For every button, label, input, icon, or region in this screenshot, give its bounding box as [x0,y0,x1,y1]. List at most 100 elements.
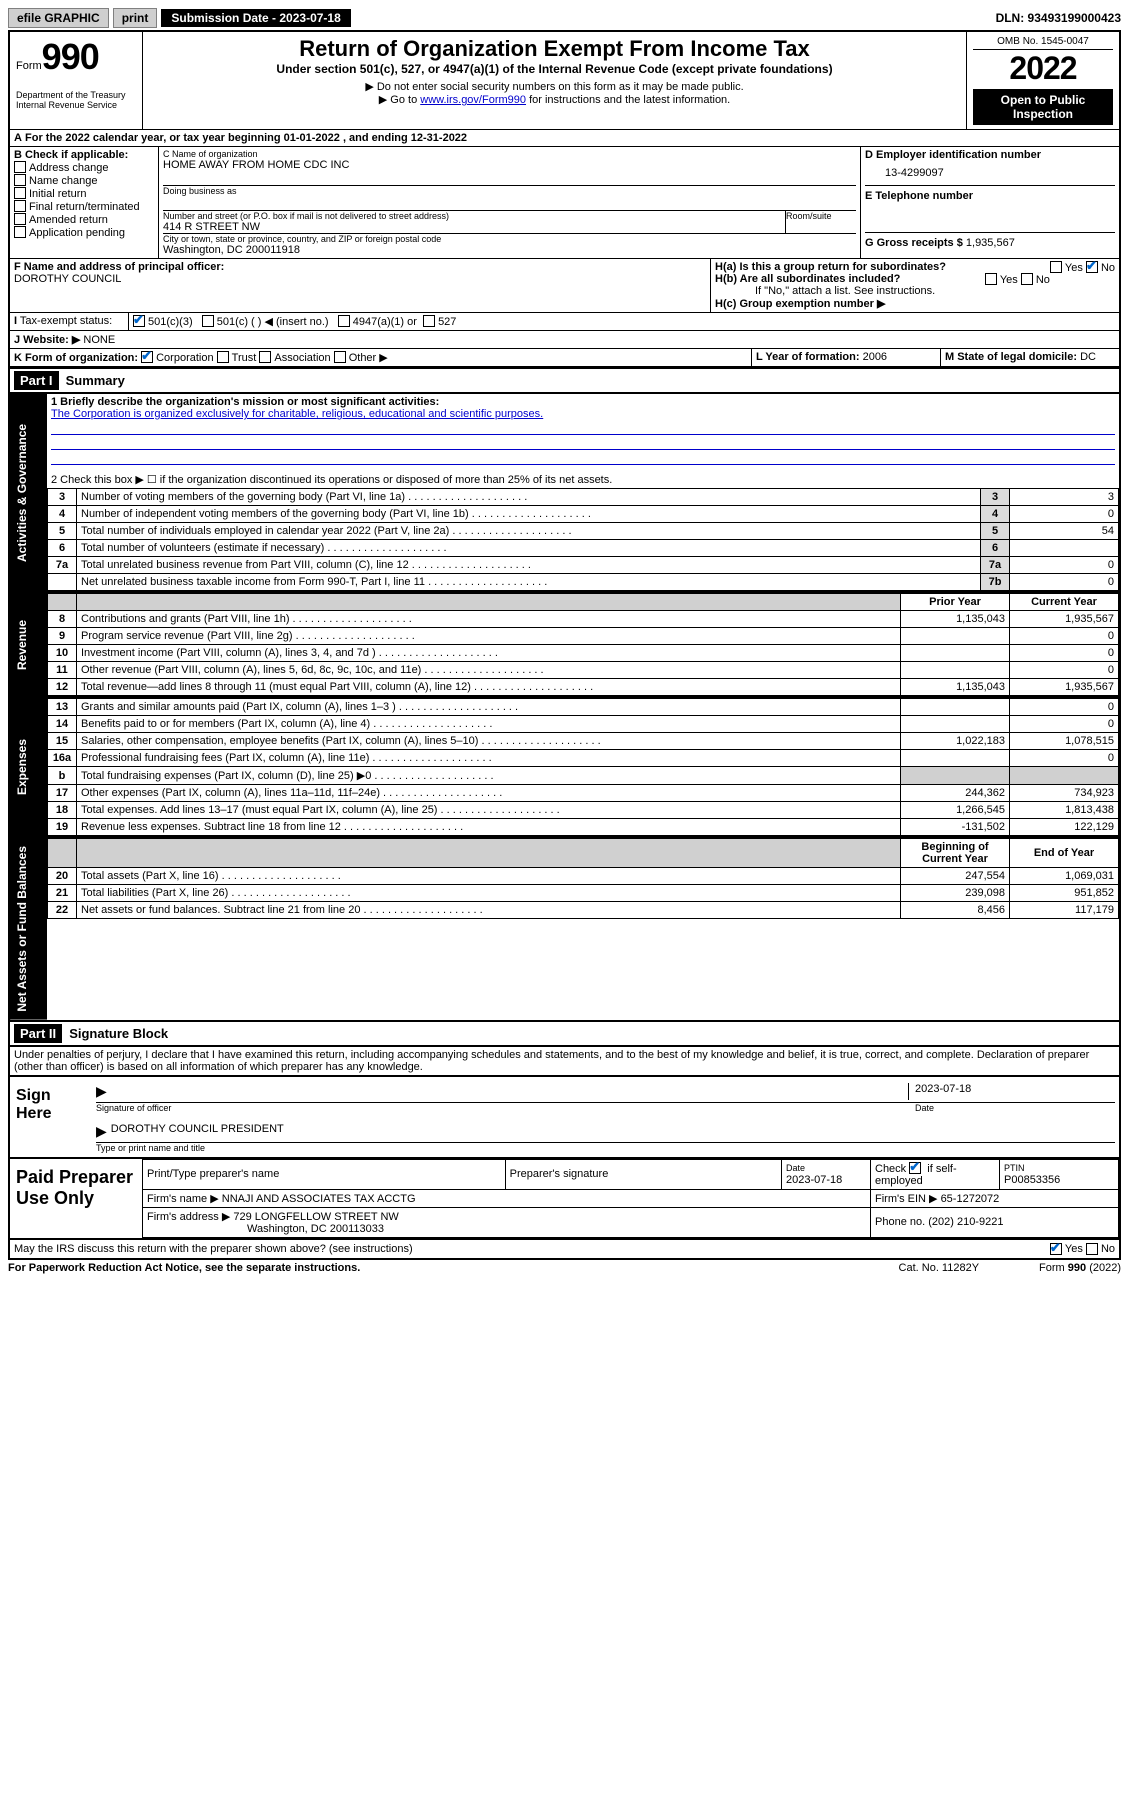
boxb-check[interactable] [14,174,26,186]
dba-label: Doing business as [163,185,856,196]
boxb-check[interactable] [14,200,26,212]
501c-check[interactable] [202,315,214,327]
ha-no[interactable] [1086,261,1098,273]
governance-section: Activities & Governance 1 Briefly descri… [8,394,1121,593]
date-label: Date [915,1103,1115,1113]
ein-value: 13-4299097 [865,161,1115,185]
self-employed: Check if self-employed [871,1159,1000,1189]
note1: ▶ Do not enter social security numbers o… [149,80,960,93]
h-b-note: If "No," attach a list. See instructions… [715,285,1115,297]
gov-vtab: Activities & Governance [10,394,47,591]
print-button[interactable]: print [113,8,158,28]
irs-discuss: May the IRS discuss this return with the… [14,1243,1050,1255]
pdate-l: Date [786,1163,805,1173]
box-h: H(a) Is this a group return for subordin… [711,259,1119,312]
officer-label: F Name and address of principal officer: [14,261,224,273]
h-b: H(b) Are all subordinates included? [715,273,900,285]
501c-other: 501(c) ( ) ◀ (insert no.) [217,316,329,328]
4947: 4947(a)(1) or [353,316,417,328]
k-corp[interactable] [141,351,153,363]
note2a: ▶ Go to [379,94,420,106]
form-number: 990 [42,36,99,77]
irs-link[interactable]: www.irs.gov/Form990 [420,94,526,106]
arrow-icon: ▶ [96,1083,107,1100]
part-i-title: Summary [66,373,125,388]
self-emp-check[interactable] [909,1162,921,1174]
psig: Preparer's signature [505,1159,781,1189]
k-other[interactable] [334,351,346,363]
501c3-check[interactable] [133,315,145,327]
4947-check[interactable] [338,315,350,327]
pra-notice: For Paperwork Reduction Act Notice, see … [8,1262,899,1274]
netassets-section: Net Assets or Fund Balances Beginning of… [8,838,1121,1022]
gross-value: 1,935,567 [966,237,1015,249]
discuss-yes[interactable] [1050,1243,1062,1255]
firm-city: Washington, DC 200113033 [147,1223,384,1235]
boxb-check[interactable] [14,213,26,225]
name-title-label: Type or print name and title [96,1143,1115,1153]
top-toolbar: efile GRAPHIC print Submission Date - 20… [8,8,1121,28]
boxb-item: Amended return [14,213,154,226]
revenue-section: Revenue Prior YearCurrent Year8Contribut… [8,593,1121,698]
firm-name-l: Firm's name ▶ [147,1193,219,1205]
submission-date: Submission Date - 2023-07-18 [161,9,350,27]
website-label: J Website: ▶ [14,334,80,346]
box-b: B Check if applicable: Address changeNam… [10,147,159,258]
ptin-l: PTIN [1004,1163,1025,1173]
k-assoc[interactable] [259,351,271,363]
box-l-label: L Year of formation: [756,351,860,363]
hb-no[interactable] [1021,273,1033,285]
expenses-section: Expenses 13Grants and similar amounts pa… [8,698,1121,838]
note2b: for instructions and the latest informat… [526,94,730,106]
ha-yes[interactable] [1050,261,1062,273]
part-ii-title: Signature Block [69,1026,168,1041]
omb-number: OMB No. 1545-0047 [973,36,1113,50]
exp-vtab: Expenses [10,698,47,836]
net-vtab: Net Assets or Fund Balances [10,838,47,1020]
k-trust[interactable] [217,351,229,363]
line-a: A For the 2022 calendar year, or tax yea… [10,130,1119,147]
boxb-item: Initial return [14,187,154,200]
addr-label: Number and street (or P.O. box if mail i… [163,211,785,221]
form-header: Form990 Department of the Treasury Inter… [8,30,1121,129]
boxb-check[interactable] [14,226,26,238]
boxb-item: Application pending [14,226,154,239]
exp-table: 13Grants and similar amounts paid (Part … [47,698,1119,836]
h-a: H(a) Is this a group return for subordin… [715,261,946,273]
part-i-badge: Part I [14,371,59,390]
pdate-v: 2023-07-18 [786,1174,842,1186]
527: 527 [438,316,456,328]
website-value: NONE [83,334,115,346]
form-title: Return of Organization Exempt From Incom… [149,36,960,62]
city-label: City or town, state or province, country… [163,234,856,244]
527-check[interactable] [423,315,435,327]
boxb-check[interactable] [14,187,26,199]
boxb-check[interactable] [14,161,26,173]
box-k-label: K Form of organization: [14,352,138,364]
gross-label: G Gross receipts $ [865,237,963,249]
ein-label: D Employer identification number [865,149,1041,161]
hb-yes[interactable] [985,273,997,285]
paid-preparer-label: Paid Preparer Use Only [10,1159,142,1238]
501c3: 501(c)(3) [148,316,193,328]
domicile: DC [1080,351,1096,363]
tax-year: 2022 [973,50,1113,87]
part-ii-badge: Part II [14,1024,62,1043]
form-subtitle: Under section 501(c), 527, or 4947(a)(1)… [149,62,960,76]
efile-button[interactable]: efile GRAPHIC [8,8,109,28]
sig-officer-label: Signature of officer [96,1103,915,1113]
firm-addr: 729 LONGFELLOW STREET NW [233,1211,398,1223]
city: Washington, DC 200011918 [163,244,856,256]
discuss-no[interactable] [1086,1243,1098,1255]
firm-ein-l: Firm's EIN ▶ [875,1193,938,1205]
officer-name-title: DOROTHY COUNCIL PRESIDENT [111,1123,284,1140]
boxb-item: Name change [14,174,154,187]
box-b-label: B Check if applicable: [14,149,128,161]
mission-text[interactable]: The Corporation is organized exclusively… [51,408,543,420]
phone-label: E Telephone number [865,190,973,202]
sign-here-block: Sign Here ▶ 2023-07-18 Signature of offi… [8,1077,1121,1159]
officer-name: DOROTHY COUNCIL [14,273,121,285]
dln-label: DLN: 93493199000423 [996,11,1121,25]
box-m-label: M State of legal domicile: [945,351,1077,363]
org-name: HOME AWAY FROM HOME CDC INC [163,159,856,171]
